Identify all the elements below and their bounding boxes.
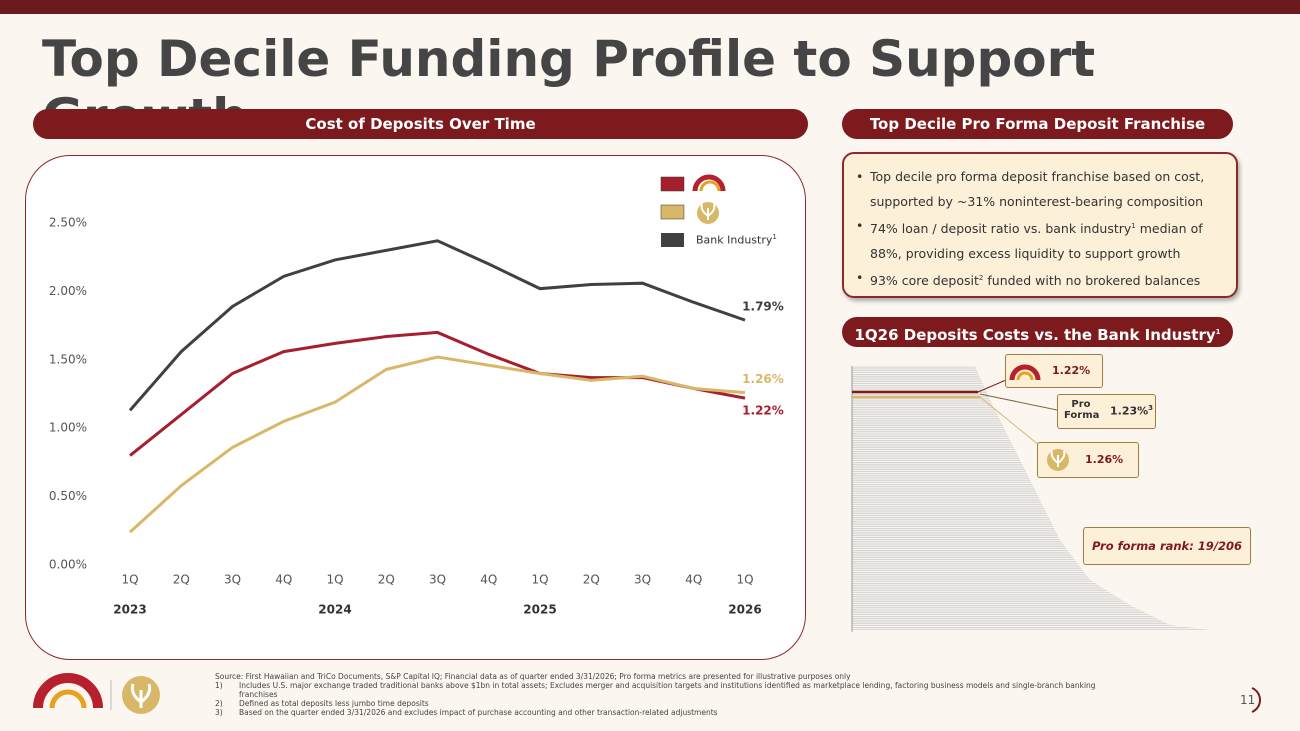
y-tick-label: 0.00% (49, 558, 87, 572)
gold-value: 1.26% (1085, 453, 1124, 466)
bullet-text: median of 88%, providing excess liquidit… (870, 221, 1203, 261)
value-label: 1.22% (742, 404, 784, 418)
pro-forma-label: Pro Forma (1064, 399, 1100, 421)
x-tick-label: 1Q (121, 573, 138, 587)
heading-text: 1Q26 Deposits Costs vs. the Bank Industr… (854, 326, 1216, 344)
bullet-text: 74% loan / deposit ratio vs. bank indust… (870, 221, 1132, 237)
x-tick-label: 2Q (378, 573, 395, 587)
footnotes: Source: First Hawaiian and TriCo Documen… (215, 672, 1125, 717)
legend-label: Bank Industry1 (696, 233, 777, 247)
x-tick-label: 1Q (326, 573, 343, 587)
x-tick-label: 4Q (480, 573, 497, 587)
x-tick-label: 3Q (634, 573, 651, 587)
y-tick-label: 2.50% (49, 216, 87, 230)
bullet-box: Top decile pro forma deposit franchise b… (842, 152, 1238, 298)
x-tick-label: 3Q (429, 573, 446, 587)
footnote: 3) Based on the quarter ended 3/31/2026 a… (215, 708, 1125, 717)
x-tick-label: 1Q (531, 573, 548, 587)
y-tick-label: 0.50% (49, 489, 87, 503)
gold-callout: 1.26% (1037, 442, 1139, 478)
line-series (128, 239, 746, 412)
x-group-label: 2025 (523, 603, 556, 617)
footnote: 2) Defined as total deposits less jumbo t… (215, 699, 1125, 708)
heading-note: 1 (1215, 328, 1221, 336)
x-group-label: 2023 (113, 603, 146, 617)
page-arc (1251, 687, 1261, 713)
legend-logo-red (692, 174, 726, 192)
x-tick-label: 2Q (583, 573, 600, 587)
y-tick-label: 1.00% (49, 421, 87, 435)
footnote-text: Defined as total deposits less jumbo tim… (239, 699, 429, 708)
right-heading: Top Decile Pro Forma Deposit Franchise (842, 109, 1233, 139)
legend-note: 1 (772, 233, 777, 241)
legend-swatch (660, 204, 685, 220)
value-label: 1.26% (742, 372, 784, 386)
top-bar (0, 0, 1300, 14)
footnote-text: Based on the quarter ended 3/31/2026 and… (239, 708, 718, 717)
rank-callout: Pro forma rank: 19/206 (1083, 527, 1251, 565)
bullet-note: 2 (978, 274, 984, 283)
pro-forma-value: 1.23% (1110, 404, 1149, 418)
footnote-num: 1) (215, 681, 223, 690)
ranking-heading: 1Q26 Deposits Costs vs. the Bank Industr… (842, 317, 1233, 347)
x-tick-label: 4Q (275, 573, 292, 587)
connector (979, 393, 1058, 411)
x-group-label: 2024 (318, 603, 351, 617)
bullet-note: 1 (1131, 222, 1136, 230)
footnote-num: 2) (215, 699, 223, 708)
red-value: 1.22% (1052, 364, 1091, 377)
footnote: 1) Includes U.S. major exchange traded tr… (215, 681, 1125, 699)
footnote-text: Includes U.S. major exchange traded trad… (239, 681, 1096, 699)
x-tick-label: 2Q (173, 573, 190, 587)
left-heading: Cost of Deposits Over Time (33, 109, 808, 139)
bullet: 74% loan / deposit ratio vs. bank indust… (856, 214, 1224, 266)
logo (1047, 449, 1069, 471)
pro-forma-note: 3 (1148, 404, 1154, 412)
bullet-text: funded with no brokered balances (987, 273, 1201, 289)
x-tick-label: 1Q (736, 573, 753, 587)
source: Source: First Hawaiian and TriCo Documen… (215, 672, 851, 681)
footnote-num: 3) (215, 708, 223, 717)
logo (1009, 364, 1041, 381)
x-group-label: 2026 (728, 603, 761, 617)
connector (977, 379, 1007, 393)
bullet-text: Top decile pro forma deposit franchise b… (870, 169, 1205, 209)
bullet-text: 93% core deposit (870, 273, 979, 289)
legend-name: Bank Industry (696, 233, 773, 247)
pro-forma-callout: Pro Forma 1.23%3 (1057, 394, 1156, 429)
value-label: 1.79% (742, 300, 784, 314)
connector (979, 396, 1041, 447)
red-callout: 1.22% (1005, 354, 1103, 388)
y-tick-label: 2.00% (49, 284, 87, 298)
legend-swatch (661, 233, 684, 247)
bullet: Top decile pro forma deposit franchise b… (856, 165, 1224, 214)
y-tick-label: 1.50% (49, 352, 87, 366)
x-tick-label: 3Q (224, 573, 241, 587)
legend-logo-gold (697, 202, 719, 224)
line-series (128, 355, 746, 534)
x-tick-label: 4Q (685, 573, 702, 587)
ranking-bars (852, 366, 1210, 630)
footer-logo (33, 673, 160, 714)
page-number: 11 (1240, 693, 1256, 707)
line-series (129, 330, 746, 457)
legend-swatch (660, 176, 685, 192)
